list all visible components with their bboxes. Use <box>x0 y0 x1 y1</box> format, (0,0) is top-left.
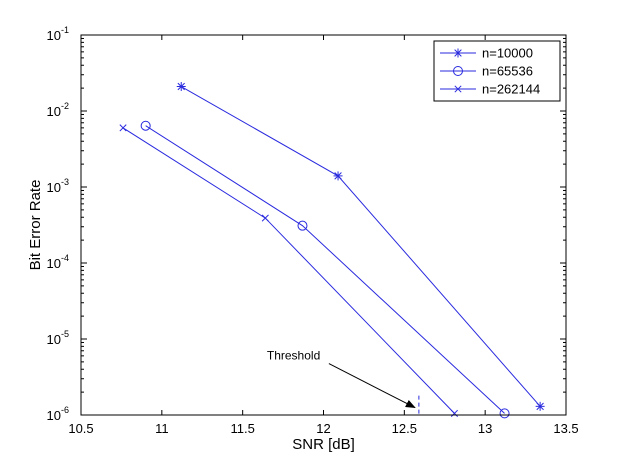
x-tick-label: 12.5 <box>392 421 417 436</box>
data-point-n-10000 <box>535 401 545 411</box>
annotation-layer: Threshold <box>267 349 420 415</box>
y-axis-label: Bit Error Rate <box>27 180 44 271</box>
data-point-n-65536 <box>499 408 510 419</box>
legend-entry: n=10000 <box>482 46 533 61</box>
y-tick-label: 10-2 <box>47 101 69 119</box>
x-tick-label: 11 <box>155 421 169 436</box>
x-tick-labels: 10.5 11 11.5 12 12.5 13 13.5 <box>68 421 578 436</box>
plot-frame <box>80 34 567 416</box>
y-tick-label: 10-1 <box>47 25 69 43</box>
x-tick-label: 10.5 <box>68 421 93 436</box>
data-point-n-262144 <box>450 409 459 417</box>
x-tick-label: 13.5 <box>553 421 578 436</box>
y-tick-label: 10-3 <box>47 177 69 195</box>
y-tick-label: 10-6 <box>47 405 69 423</box>
threshold-label: Threshold <box>267 349 320 363</box>
x-tick-label: 12 <box>316 421 330 436</box>
legend: n=10000 n=65536 n=262144 <box>433 40 561 102</box>
series-layer <box>119 82 545 419</box>
legend-marker <box>453 66 463 76</box>
data-point-n-65536 <box>297 220 308 231</box>
legend-marker <box>454 85 462 93</box>
x-tick-label: 13 <box>478 421 492 436</box>
data-point-n-10000 <box>333 171 343 181</box>
data-point-n-10000 <box>176 82 186 92</box>
legend-entry: n=65536 <box>482 64 533 79</box>
y-tick-labels: 10-6 10-5 10-4 10-3 10-2 10-1 <box>47 25 69 423</box>
data-point-n-65536 <box>140 120 151 131</box>
legend-entry: n=262144 <box>482 82 540 97</box>
y-tick-label: 10-5 <box>47 329 69 347</box>
y-tick-label: 10-4 <box>47 253 69 271</box>
threshold-arrow <box>328 363 416 409</box>
data-point-n-262144 <box>261 214 269 222</box>
data-point-n-262144 <box>119 124 127 132</box>
x-tick-label: 11.5 <box>230 421 254 436</box>
series-line-n-65536 <box>145 125 505 414</box>
legend-marker <box>453 48 463 58</box>
x-axis-label: SNR [dB] <box>292 436 355 453</box>
